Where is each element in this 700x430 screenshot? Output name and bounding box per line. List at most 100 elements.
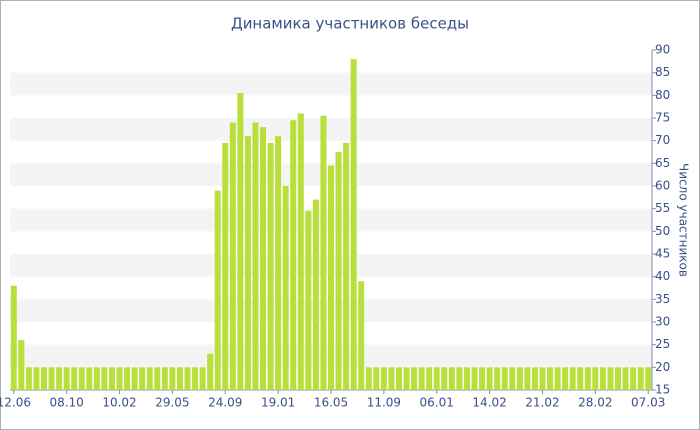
bar [267,142,274,390]
bar [56,367,63,390]
bar [10,285,17,390]
bar [471,367,478,390]
bar [547,367,554,390]
bar [622,367,629,390]
x-tick-label: 21.02 [525,396,559,410]
y-tick-label: 75 [655,111,670,125]
x-tick-label: 07.03 [631,396,665,410]
bar [116,367,123,390]
y-tick-label: 85 [655,65,670,79]
bar [260,127,267,391]
y-tick-label: 30 [655,315,670,329]
bar [214,190,221,390]
bar [71,367,78,390]
bar [290,120,297,391]
x-tick-label: 14.02 [472,396,506,410]
bar [630,367,637,390]
bar [244,136,251,390]
bar [229,122,236,391]
bar [358,281,365,390]
bar [124,367,131,390]
bar [86,367,93,390]
bar [403,367,410,390]
bar [516,367,523,390]
x-tick-label: 08.10 [49,396,83,410]
y-tick-label: 35 [655,292,670,306]
x-tick-label: 11.09 [367,396,401,410]
bar [108,367,115,390]
bar [282,186,289,390]
bar [607,367,614,390]
y-tick-label: 45 [655,247,670,261]
x-tick-label: 19.01 [261,396,295,410]
bar [350,59,357,391]
y-tick-label: 70 [655,133,670,147]
bar [456,367,463,390]
bar [305,210,312,390]
bar [395,367,402,390]
bar [184,367,191,390]
bar [237,93,244,391]
x-tick-label: 28.02 [578,396,612,410]
bar [577,367,584,390]
bar [494,367,501,390]
bar [373,367,380,390]
bar [146,367,153,390]
bar [192,367,199,390]
y-tick-label: 15 [655,383,670,397]
bar [33,367,40,390]
bar [479,367,486,390]
bar [139,367,146,390]
grid-band [10,72,652,96]
bar [312,199,319,390]
x-tick-label: 16.05 [314,396,348,410]
bar [599,367,606,390]
bar [343,142,350,390]
bar [169,367,176,390]
bar [388,367,395,390]
bar [335,152,342,390]
bar [554,367,561,390]
y-tick-label: 25 [655,337,670,351]
bar [25,367,32,390]
bar [463,367,470,390]
x-tick-label: 29.05 [155,396,189,410]
bar [199,367,206,390]
bar [433,367,440,390]
bar [569,367,576,390]
bar [275,136,282,390]
bar [18,340,25,390]
bar [222,142,229,390]
bar [426,367,433,390]
bar [207,353,214,390]
bar [524,367,531,390]
bar [48,367,55,390]
y-axis-label: Число участников [677,163,691,277]
bar [531,367,538,390]
bar [154,367,161,390]
bar [501,367,508,390]
x-tick-label: 10.02 [102,396,136,410]
grid-band [10,118,652,141]
bar [645,367,652,390]
y-tick-label: 60 [655,179,670,193]
x-tick-label: 06.01 [420,396,454,410]
bar [93,367,100,390]
bar [486,367,493,390]
y-tick-label: 20 [655,360,670,374]
bar [441,367,448,390]
y-tick-label: 50 [655,224,670,238]
x-tick-label: 12.06 [0,396,31,410]
bar [562,367,569,390]
bar [418,367,425,390]
bar [161,367,168,390]
y-tick-label: 80 [655,88,670,102]
chart-title: Динамика участников беседы [231,15,469,33]
bar [320,115,327,390]
bar [411,367,418,390]
bar [328,165,334,390]
bar [78,367,85,390]
bar [615,367,622,390]
bar [297,113,304,390]
bar [176,367,183,390]
